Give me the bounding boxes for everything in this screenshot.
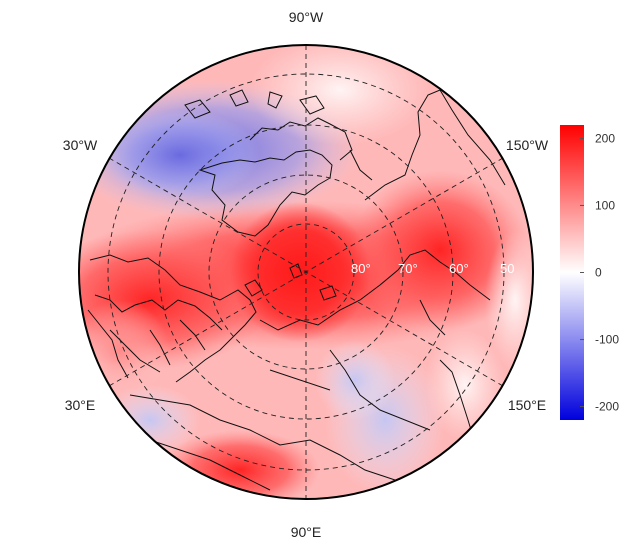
lat-label-60: 60°	[449, 261, 469, 276]
kamchatka-coast	[439, 359, 475, 441]
eurasia-coast	[89, 254, 257, 383]
lon-label-upper-right: 150°W	[506, 137, 549, 153]
lat-label-50: 50	[500, 261, 514, 276]
lon-label-bottom: 90°E	[291, 524, 322, 540]
north-america-coast	[349, 89, 506, 201]
svalbard-islands	[244, 263, 337, 301]
lat-circle-70	[208, 174, 404, 370]
lat-label-70: 70°	[398, 261, 418, 276]
colorbar-tick-label: 0	[595, 266, 602, 280]
coastlines	[87, 89, 506, 491]
siberia-coast	[259, 249, 491, 331]
lat-circle-80	[257, 223, 355, 321]
colorbar-tick-label: -200	[595, 400, 619, 414]
lon-label-upper-left: 30°W	[63, 137, 98, 153]
map-border	[78, 44, 534, 500]
lat-circle-60	[158, 124, 454, 420]
lon-label-top: 90°W	[289, 9, 324, 25]
canada-archipelago	[184, 89, 353, 161]
lon-label-lower-left: 30°E	[65, 397, 96, 413]
colorbar-tick-label: -100	[595, 333, 619, 347]
lon-label-lower-right: 150°E	[508, 397, 546, 413]
colorbar-ticks: 200 100 0 -100 -200	[580, 131, 619, 414]
meridian-150w-30e	[108, 157, 504, 387]
colorbar: 200 100 0 -100 -200	[560, 125, 619, 420]
colorbar-tick-label: 200	[595, 131, 615, 145]
asia-borders	[109, 299, 446, 491]
greenland-coast	[198, 149, 333, 237]
colorbar-tick-label: 100	[595, 198, 615, 212]
graticule	[107, 45, 505, 499]
scandinavia-coast	[94, 294, 223, 331]
lat-label-80: 80°	[351, 261, 371, 276]
europe-borders	[87, 309, 206, 379]
